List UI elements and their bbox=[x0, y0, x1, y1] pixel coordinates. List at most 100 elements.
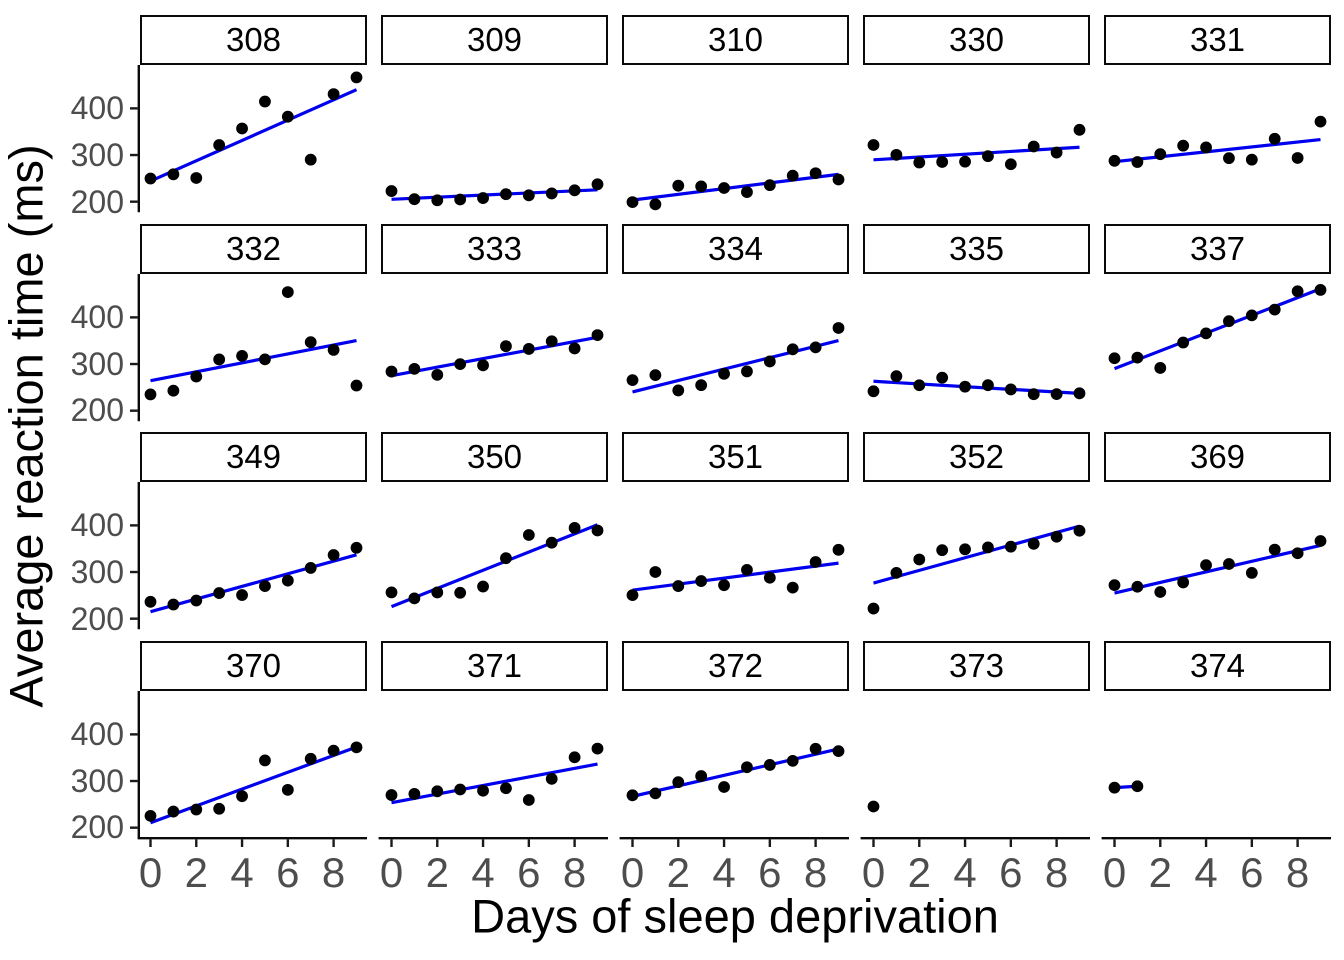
data-point bbox=[144, 809, 157, 822]
data-point bbox=[190, 172, 203, 184]
x-tick-label: 6 bbox=[758, 848, 782, 896]
facet-strip-label: 309 bbox=[466, 21, 523, 58]
facet-strip-350: 350 bbox=[381, 432, 608, 482]
x-tick-label: 6 bbox=[276, 848, 300, 896]
data-point bbox=[350, 379, 363, 391]
data-point bbox=[1154, 361, 1167, 374]
data-point bbox=[1050, 146, 1063, 159]
data-point bbox=[431, 194, 444, 207]
regression-line bbox=[632, 172, 839, 202]
data-point bbox=[867, 800, 880, 812]
x-axis-title: Days of sleep deprivation bbox=[471, 889, 999, 943]
data-point bbox=[1004, 158, 1017, 171]
facet-panel-310 bbox=[626, 167, 845, 211]
data-point bbox=[259, 95, 271, 108]
data-point bbox=[959, 155, 971, 168]
data-point bbox=[763, 355, 776, 367]
facet-panel-351 bbox=[626, 543, 845, 602]
facet-strip-332: 332 bbox=[140, 223, 367, 274]
data-point bbox=[1027, 387, 1040, 400]
data-point bbox=[1314, 115, 1327, 128]
data-point bbox=[190, 803, 203, 815]
facet-panel-333 bbox=[385, 328, 604, 381]
data-point bbox=[236, 349, 248, 362]
data-point bbox=[763, 758, 776, 771]
facet-strip-label: 330 bbox=[948, 21, 1005, 58]
data-point bbox=[1268, 132, 1281, 145]
facet-strip-308: 308 bbox=[140, 15, 367, 65]
facet-panel-372 bbox=[619, 742, 849, 847]
data-point bbox=[672, 179, 685, 192]
data-point bbox=[1073, 386, 1086, 399]
facet-strip-369: 369 bbox=[1104, 432, 1331, 482]
data-point bbox=[1050, 530, 1063, 543]
data-point bbox=[281, 574, 294, 587]
data-point bbox=[672, 384, 685, 396]
facet-strip-330: 330 bbox=[863, 15, 1090, 65]
facet-strip-label: 373 bbox=[948, 646, 1005, 684]
data-point bbox=[1223, 152, 1235, 165]
x-tick-label: 2 bbox=[666, 848, 690, 896]
data-point bbox=[1108, 781, 1121, 794]
facet-panel-308 bbox=[130, 65, 363, 213]
data-point bbox=[626, 373, 639, 386]
regression-line bbox=[150, 338, 357, 382]
facet-strip-label: 351 bbox=[707, 438, 764, 475]
facet-strip-label: 369 bbox=[1189, 438, 1246, 475]
data-point bbox=[809, 742, 822, 755]
data-point bbox=[718, 780, 730, 793]
regression-line bbox=[390, 523, 599, 609]
data-point bbox=[832, 744, 845, 757]
facet-strip-310: 310 bbox=[622, 15, 849, 65]
regression-line bbox=[1114, 137, 1321, 164]
data-point bbox=[236, 589, 248, 601]
data-point bbox=[695, 769, 708, 782]
data-point bbox=[144, 387, 157, 400]
data-point bbox=[281, 783, 294, 796]
data-point bbox=[281, 110, 294, 123]
data-point bbox=[786, 581, 799, 594]
data-point bbox=[786, 169, 799, 182]
data-point bbox=[522, 529, 535, 541]
y-tick-label: 300 bbox=[70, 345, 124, 382]
data-point bbox=[350, 71, 363, 84]
data-point bbox=[936, 544, 949, 557]
data-point bbox=[167, 168, 180, 181]
data-point bbox=[259, 754, 271, 766]
data-point bbox=[786, 342, 799, 355]
data-point bbox=[545, 536, 558, 549]
x-tick-label: 0 bbox=[379, 848, 404, 896]
data-point bbox=[982, 150, 994, 163]
regression-line bbox=[149, 744, 358, 824]
data-point bbox=[867, 602, 880, 615]
facet-strip-370: 370 bbox=[140, 640, 367, 691]
data-point bbox=[982, 541, 994, 554]
data-point bbox=[1245, 153, 1258, 166]
data-point bbox=[213, 802, 226, 815]
data-point bbox=[809, 556, 822, 568]
data-point bbox=[190, 370, 203, 383]
data-point bbox=[1314, 535, 1327, 547]
data-point bbox=[649, 198, 662, 211]
data-point bbox=[890, 566, 903, 579]
data-point bbox=[1154, 586, 1167, 598]
x-tick-label: 2 bbox=[425, 848, 449, 896]
facet-panel-371 bbox=[378, 742, 608, 847]
regression-line bbox=[391, 188, 598, 201]
data-point bbox=[913, 553, 926, 566]
facet-panel-370 bbox=[130, 690, 367, 847]
data-point bbox=[385, 185, 398, 197]
data-point bbox=[649, 566, 662, 578]
data-point bbox=[1223, 558, 1235, 570]
facet-strip-333: 333 bbox=[381, 223, 608, 274]
data-point bbox=[1177, 139, 1190, 152]
data-point bbox=[1004, 540, 1017, 553]
data-point bbox=[431, 586, 444, 599]
data-point bbox=[213, 587, 226, 599]
facet-strip-374: 374 bbox=[1104, 640, 1331, 691]
facet-strip-label: 372 bbox=[707, 646, 764, 684]
data-point bbox=[1268, 543, 1281, 556]
data-point bbox=[236, 122, 248, 135]
data-point bbox=[832, 543, 845, 556]
data-point bbox=[936, 371, 949, 384]
